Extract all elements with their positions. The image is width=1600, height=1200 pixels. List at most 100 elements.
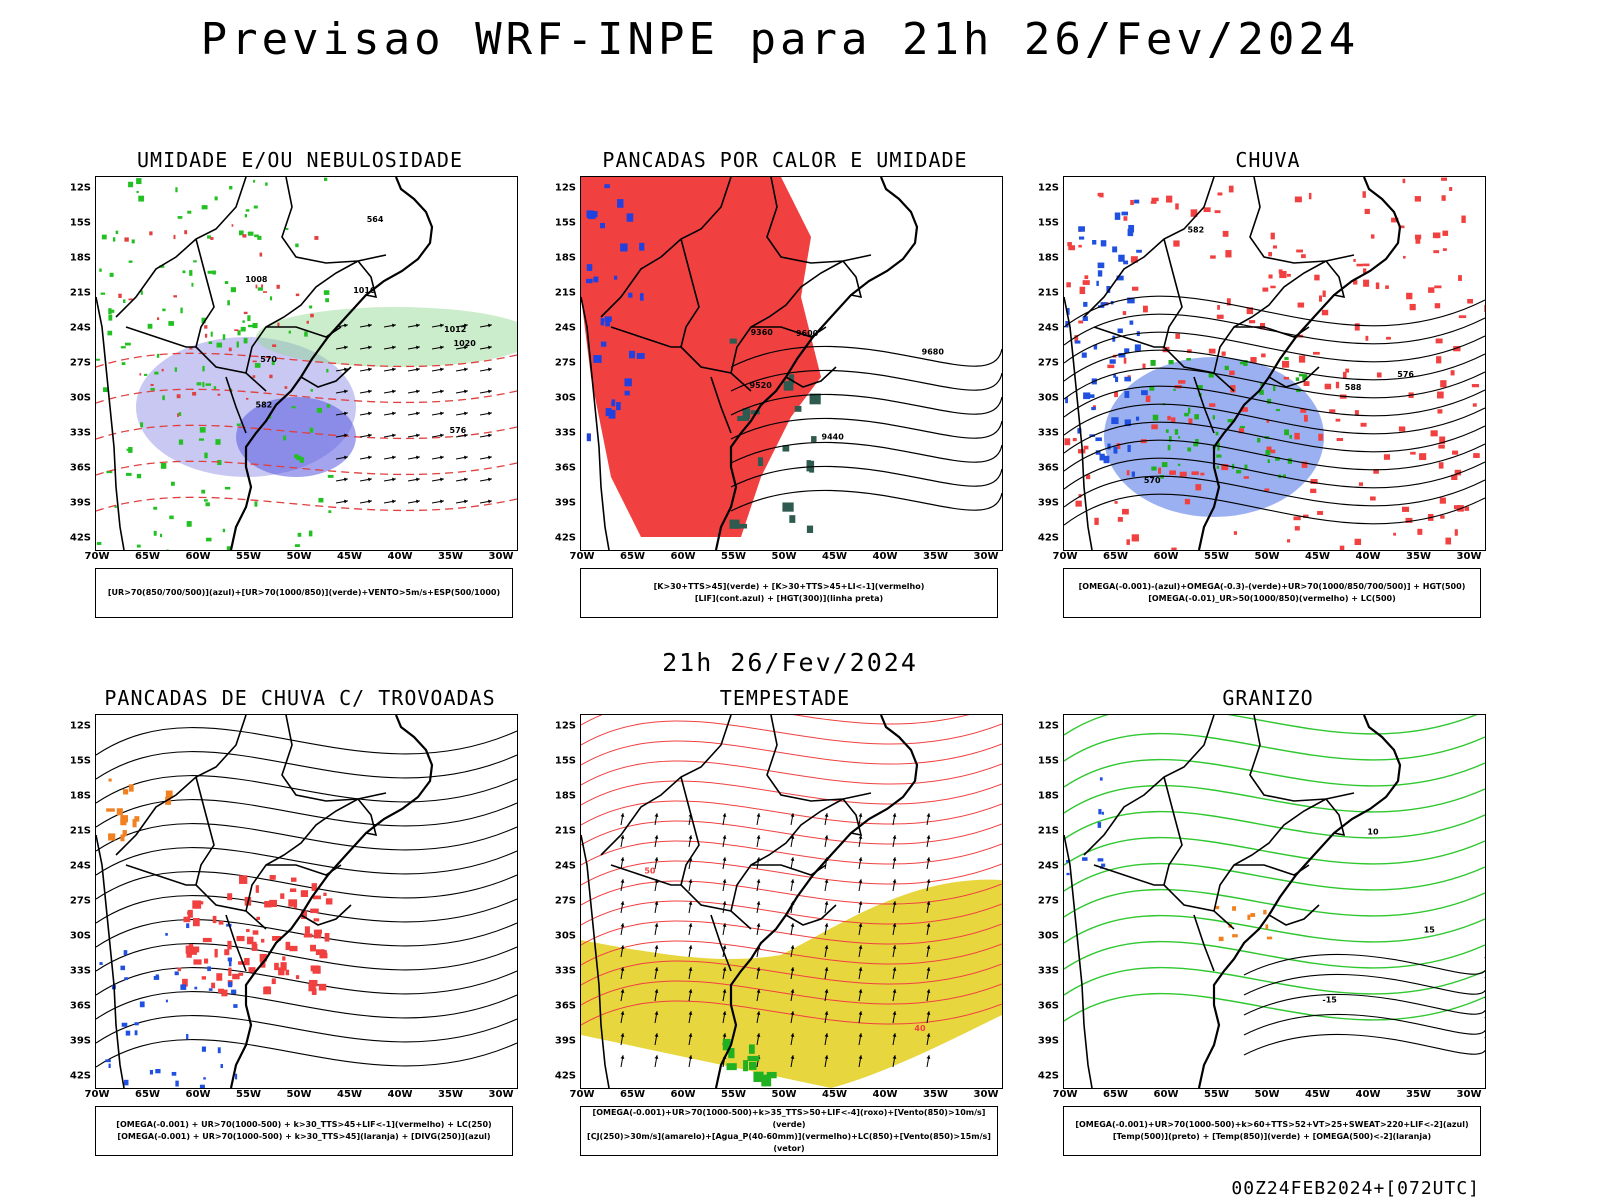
precip-cell [238, 972, 244, 976]
precip-cell [159, 265, 165, 268]
wind-vector-head [620, 901, 625, 905]
wind-vector-head [344, 323, 348, 328]
lat-tick-label: 33S [554, 965, 576, 977]
precip-cell [1284, 357, 1289, 360]
precip-cell [1072, 438, 1077, 442]
precip-cell [1440, 380, 1447, 388]
state-border [1325, 798, 1346, 837]
wind-vector-head [824, 901, 829, 905]
lon-tick-label: 70W [569, 551, 595, 562]
precip-cell [310, 313, 314, 318]
precip-cell [244, 214, 248, 218]
state-border [300, 366, 352, 388]
wind-vector-head [824, 1011, 829, 1015]
precip-cell [1068, 245, 1076, 251]
map-canvas: 9600 9680 9520 9440 9360 [581, 177, 1002, 550]
state-border [1213, 798, 1327, 912]
lat-tick-label: 30S [69, 392, 91, 404]
precip-cell [285, 941, 291, 951]
contour-line [730, 369, 1002, 392]
precip-cell [147, 323, 153, 329]
precip-cell [193, 959, 202, 965]
precip-cell [614, 275, 618, 280]
precip-cell [138, 195, 145, 202]
precip-cell [301, 910, 307, 920]
precip-cell [210, 237, 214, 240]
state-border [225, 376, 247, 434]
precip-cell [199, 901, 204, 905]
precip-cell [308, 979, 318, 987]
precip-cell [1414, 196, 1421, 202]
precip-cell [1151, 466, 1157, 471]
precip-cell [1126, 470, 1130, 476]
precip-cell [1216, 454, 1222, 458]
precip-cell [191, 282, 194, 287]
lat-tick-label: 18S [554, 252, 576, 264]
state-border [710, 914, 732, 972]
precip-cell [140, 422, 144, 428]
wind-vector-head [688, 989, 693, 993]
precip-cell [175, 1080, 179, 1087]
precip-cell [1193, 442, 1199, 447]
wind-vector-head [654, 1011, 659, 1015]
lon-tick-label: 55W [721, 551, 746, 562]
omega-blue-area [1104, 357, 1324, 517]
precip-cell [1441, 195, 1446, 201]
wind-vector-head [654, 1033, 659, 1037]
precip-cell [1458, 315, 1467, 319]
lat-tick-label: 27S [554, 895, 576, 907]
precip-cell [1114, 501, 1118, 504]
precip-cell [586, 278, 593, 284]
wind-vector-head [620, 835, 625, 839]
lon-tick-label: 60W [1153, 1089, 1179, 1100]
precip-cell [1403, 255, 1406, 259]
precip-cell [308, 983, 316, 992]
precip-cell [1187, 447, 1192, 452]
lat-tick-label: 18S [69, 790, 91, 802]
precip-cell [1103, 455, 1110, 464]
lon-tick-label: 35W [438, 1089, 463, 1100]
state-border [600, 715, 732, 856]
state-border [115, 177, 247, 318]
precip-cell [312, 895, 321, 900]
precip-cell [1134, 199, 1140, 204]
wind-vector-head [488, 323, 492, 328]
state-border [751, 326, 827, 338]
contour-line [730, 417, 1002, 440]
wind-vector-head [392, 477, 396, 482]
longitude-axis: 70W 65W 60W 55W 50W 45W 40W 35W 30W [570, 551, 1003, 565]
contour-label: 9600 [796, 329, 819, 338]
precip-cell [748, 1061, 757, 1070]
precip-cell [1113, 446, 1118, 454]
precip-cell [1224, 365, 1229, 371]
precip-cell [1081, 352, 1087, 358]
precip-cell [1434, 285, 1442, 289]
precip-cell [1453, 346, 1461, 352]
wind-vector-head [722, 857, 727, 861]
precip-cell [1303, 414, 1308, 422]
humidity-green-band [256, 307, 517, 367]
main-title: Previsao WRF-INPE para 21h 26/Fev/2024 [200, 14, 1360, 65]
lon-tick-label: 65W [135, 551, 160, 562]
lon-tick-label: 55W [236, 1089, 261, 1100]
wind-vector-head [858, 901, 863, 905]
contour-line [1064, 966, 1485, 996]
state-border [680, 238, 752, 392]
state-border [357, 260, 378, 299]
precip-cell [1079, 286, 1086, 295]
precip-cell [220, 1064, 224, 1069]
precip-cell [722, 1038, 731, 1051]
precip-cell [1094, 517, 1099, 525]
precip-cell [1239, 425, 1245, 429]
precip-cell [1226, 298, 1231, 306]
precip-cell [245, 397, 249, 400]
state-border [357, 798, 378, 837]
legend-box: [OMEGA(-0.001)-(azul)+OMEGA(-0.3)-(verde… [1063, 568, 1481, 618]
precip-cell [1265, 450, 1271, 455]
lat-tick-label: 39S [1037, 497, 1059, 509]
precip-cell [207, 270, 213, 274]
precip-cell [1083, 445, 1089, 450]
precip-cell [1167, 415, 1171, 421]
precip-cell [1168, 360, 1174, 365]
precip-cell [1471, 384, 1479, 388]
